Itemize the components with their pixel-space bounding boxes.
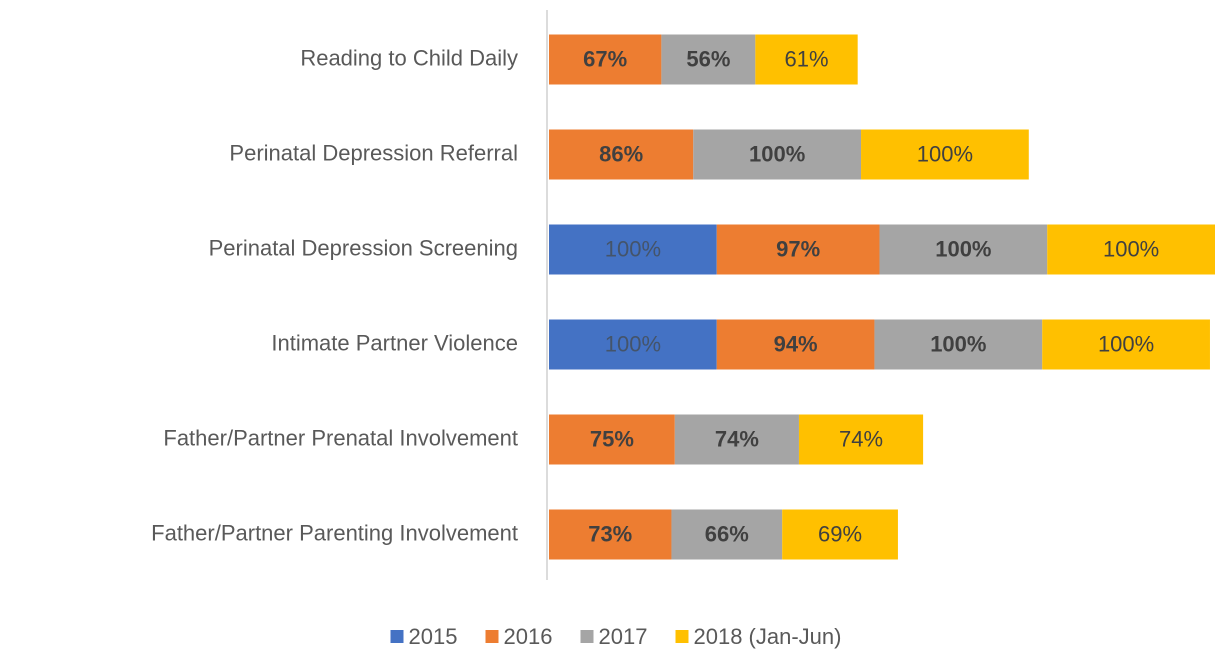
- bar-segment: [549, 414, 675, 465]
- legend-swatch: [580, 630, 594, 643]
- value-label: 61%: [784, 46, 828, 71]
- bar-segment: [879, 224, 1048, 275]
- value-label: 94%: [774, 331, 818, 356]
- bar-segment: [755, 34, 858, 85]
- bar-segment: [671, 509, 783, 560]
- bar-segment: [549, 224, 717, 275]
- value-label: 100%: [917, 141, 973, 166]
- value-label: 86%: [599, 141, 643, 166]
- value-label: 100%: [749, 141, 805, 166]
- legend-label: 2018 (Jan-Jun): [694, 624, 842, 649]
- value-label: 73%: [588, 521, 632, 546]
- value-label: 74%: [715, 426, 759, 451]
- bar-segment: [549, 129, 694, 180]
- value-label: 100%: [605, 331, 661, 356]
- legend-swatch: [390, 630, 404, 643]
- bar-segment: [861, 129, 1029, 180]
- value-label: 74%: [839, 426, 883, 451]
- value-label: 100%: [935, 236, 991, 261]
- legend-label: 2017: [599, 624, 648, 649]
- bar-segment: [549, 319, 717, 370]
- y-tick-label: Father/Partner Prenatal Involvement: [163, 425, 518, 450]
- y-tick-label: Reading to Child Daily: [300, 45, 518, 70]
- bar-segment: [549, 509, 672, 560]
- bar-segment: [798, 414, 924, 465]
- y-tick-label: Perinatal Depression Referral: [229, 140, 518, 165]
- legend-swatch: [675, 630, 689, 643]
- value-label: 56%: [686, 46, 730, 71]
- legend-swatch: [485, 630, 499, 643]
- value-label: 100%: [1098, 331, 1154, 356]
- bar-segment: [716, 319, 875, 370]
- bar-segment: [1047, 224, 1215, 275]
- value-label: 75%: [590, 426, 634, 451]
- value-label: 100%: [1103, 236, 1159, 261]
- bar-segment: [782, 509, 898, 560]
- bar-segment: [661, 34, 756, 85]
- bar-segment: [1042, 319, 1210, 370]
- y-tick-label: Perinatal Depression Screening: [209, 235, 518, 260]
- value-label: 69%: [818, 521, 862, 546]
- value-label: 67%: [583, 46, 627, 71]
- y-tick-label: Father/Partner Parenting Involvement: [151, 520, 518, 545]
- legend-label: 2016: [504, 624, 553, 649]
- value-label: 100%: [930, 331, 986, 356]
- bar-segment: [674, 414, 799, 465]
- bar-segment: [549, 34, 662, 85]
- bar-segment: [716, 224, 880, 275]
- bar-segment: [693, 129, 862, 180]
- value-label: 66%: [705, 521, 749, 546]
- legend-label: 2015: [409, 624, 458, 649]
- y-tick-label: Intimate Partner Violence: [271, 330, 518, 355]
- bar-segment: [874, 319, 1043, 370]
- value-label: 97%: [776, 236, 820, 261]
- value-label: 100%: [605, 236, 661, 261]
